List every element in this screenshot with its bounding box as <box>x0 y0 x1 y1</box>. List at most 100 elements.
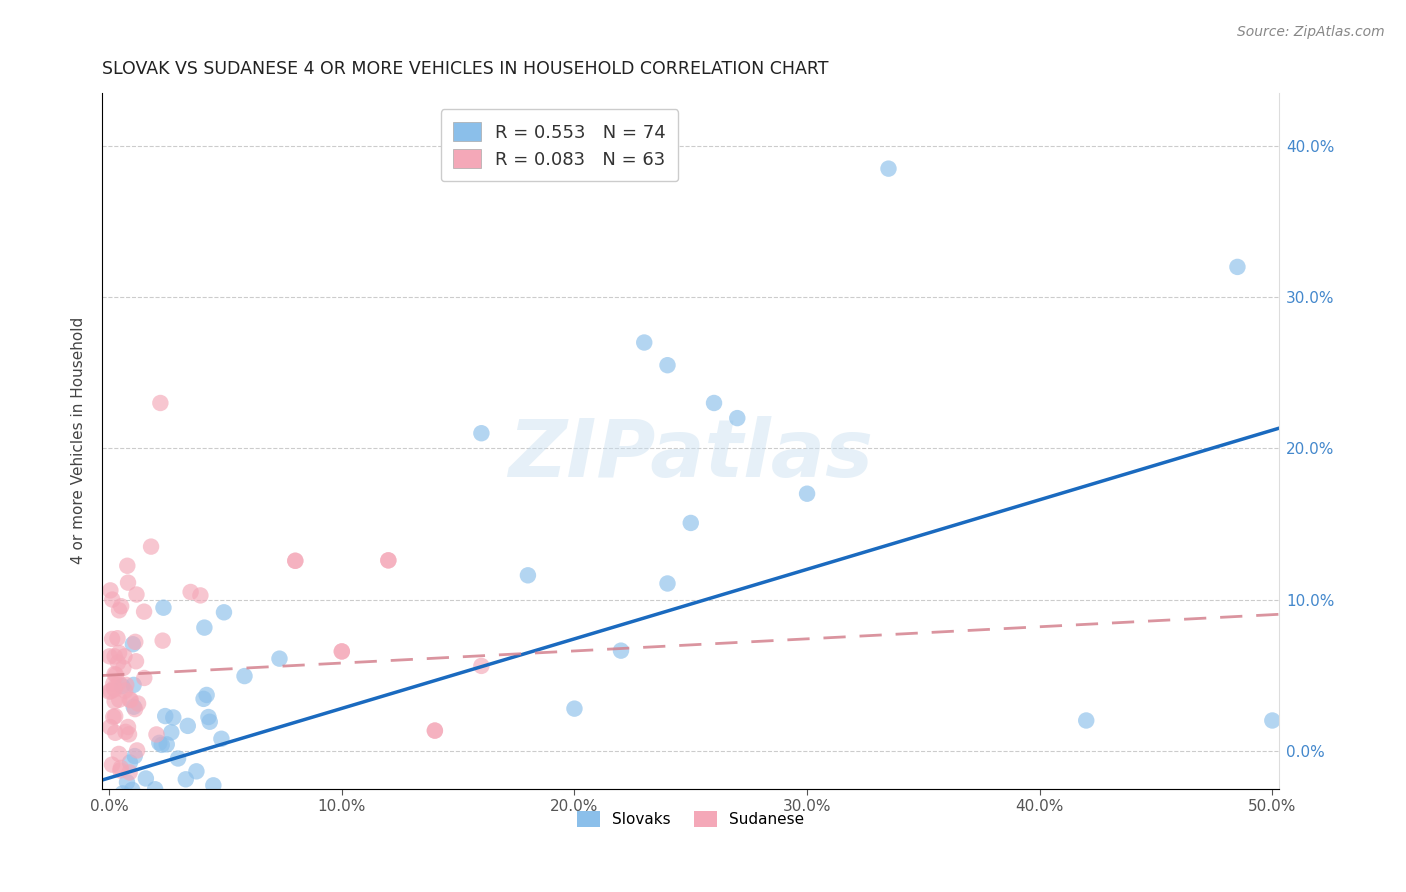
Point <box>103 710 125 724</box>
Point <box>1226 260 1249 274</box>
Point <box>100 583 122 598</box>
Point <box>470 426 492 441</box>
Point <box>104 649 127 664</box>
Point <box>98 684 121 698</box>
Point <box>104 694 127 708</box>
Point <box>657 576 679 591</box>
Point <box>148 736 170 750</box>
Point <box>101 632 124 646</box>
Point <box>101 757 124 772</box>
Point <box>193 691 215 706</box>
Point <box>103 682 125 697</box>
Point <box>107 676 129 690</box>
Point <box>190 589 212 603</box>
Point <box>377 553 399 567</box>
Point <box>657 358 679 372</box>
Point <box>115 678 138 692</box>
Point <box>115 775 138 789</box>
Point <box>135 836 157 850</box>
Point <box>155 709 177 723</box>
Point <box>108 747 131 761</box>
Point <box>377 553 399 567</box>
Point <box>138 870 160 884</box>
Point <box>725 411 748 425</box>
Point <box>1261 714 1284 728</box>
Point <box>145 795 167 809</box>
Point <box>121 782 143 797</box>
Point <box>138 860 160 874</box>
Point <box>103 681 125 695</box>
Point <box>128 812 150 826</box>
Point <box>153 811 176 825</box>
Point <box>167 751 190 765</box>
Point <box>156 737 179 751</box>
Point <box>564 701 586 715</box>
Point <box>104 667 127 681</box>
Point <box>100 684 122 698</box>
Point <box>150 738 173 752</box>
Point <box>110 764 132 778</box>
Point <box>124 702 146 716</box>
Point <box>877 161 900 176</box>
Point <box>1076 714 1098 728</box>
Point <box>152 633 174 648</box>
Point <box>423 723 446 738</box>
Point <box>180 890 202 892</box>
Point <box>104 726 127 740</box>
Point <box>127 743 149 757</box>
Point <box>284 554 307 568</box>
Point <box>610 643 633 657</box>
Point <box>117 558 139 573</box>
Point <box>139 847 162 861</box>
Point <box>330 644 353 658</box>
Point <box>108 603 131 617</box>
Point <box>124 802 146 816</box>
Point <box>98 720 121 734</box>
Point <box>110 599 132 614</box>
Point <box>284 554 307 568</box>
Point <box>233 669 256 683</box>
Point <box>679 516 702 530</box>
Point <box>118 727 141 741</box>
Text: Source: ZipAtlas.com: Source: ZipAtlas.com <box>1237 25 1385 39</box>
Legend: Slovaks, Sudanese: Slovaks, Sudanese <box>571 805 810 833</box>
Point <box>470 659 492 673</box>
Point <box>118 797 141 811</box>
Point <box>114 724 136 739</box>
Point <box>139 540 162 554</box>
Point <box>112 661 135 675</box>
Point <box>127 812 149 826</box>
Point <box>162 812 184 826</box>
Point <box>124 749 146 764</box>
Point <box>163 874 186 888</box>
Point <box>135 772 157 786</box>
Point <box>124 635 146 649</box>
Point <box>117 720 139 734</box>
Point <box>202 778 225 792</box>
Point <box>703 396 725 410</box>
Point <box>104 668 127 682</box>
Point <box>108 646 131 660</box>
Point <box>110 761 132 775</box>
Point <box>111 786 134 800</box>
Text: SLOVAK VS SUDANESE 4 OR MORE VEHICLES IN HOUSEHOLD CORRELATION CHART: SLOVAK VS SUDANESE 4 OR MORE VEHICLES IN… <box>103 60 828 78</box>
Point <box>195 688 218 702</box>
Point <box>121 637 143 651</box>
Point <box>98 649 121 664</box>
Point <box>134 671 156 685</box>
Point <box>212 605 235 619</box>
Point <box>114 683 136 698</box>
Point <box>122 678 145 692</box>
Point <box>198 714 221 729</box>
Point <box>111 679 134 693</box>
Point <box>152 600 174 615</box>
Point <box>269 651 291 665</box>
Point <box>118 765 141 780</box>
Point <box>134 806 156 821</box>
Point <box>120 693 142 707</box>
Point <box>127 697 149 711</box>
Point <box>125 588 148 602</box>
Point <box>143 782 166 797</box>
Point <box>122 699 145 714</box>
Point <box>149 396 172 410</box>
